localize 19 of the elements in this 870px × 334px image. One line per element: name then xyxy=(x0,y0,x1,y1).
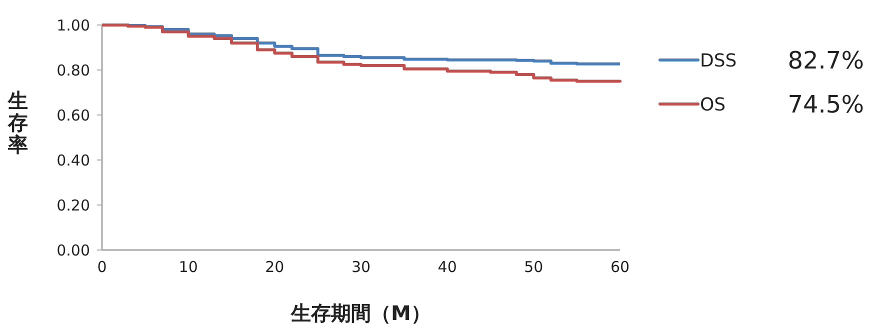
legend-label: OS xyxy=(700,94,726,116)
text: 74.5% xyxy=(788,90,864,118)
x-tick-label: 0 xyxy=(97,258,107,276)
x-tick-label: 30 xyxy=(351,258,371,276)
y-tick-label: 0.20 xyxy=(56,196,90,214)
text: 82.7% xyxy=(788,46,864,74)
legend-label: DSS xyxy=(700,50,737,72)
y-tick-label: 0.80 xyxy=(56,61,90,80)
y-tick-label: 0.40 xyxy=(56,151,90,170)
x-tick-label: 50 xyxy=(524,258,544,276)
x-tick-label: 60 xyxy=(610,258,630,276)
x-tick-label: 10 xyxy=(178,258,198,276)
x-tick-label: 20 xyxy=(265,258,284,276)
y-tick-label: 0.00 xyxy=(56,241,90,260)
x-axis-title: 生存期間（M） xyxy=(290,301,431,325)
x-tick-label: 40 xyxy=(438,258,457,276)
y-axis-title: 生存率 xyxy=(7,88,28,156)
y-tick-label: 0.60 xyxy=(56,106,90,124)
y-tick-label: 1.00 xyxy=(56,16,90,34)
